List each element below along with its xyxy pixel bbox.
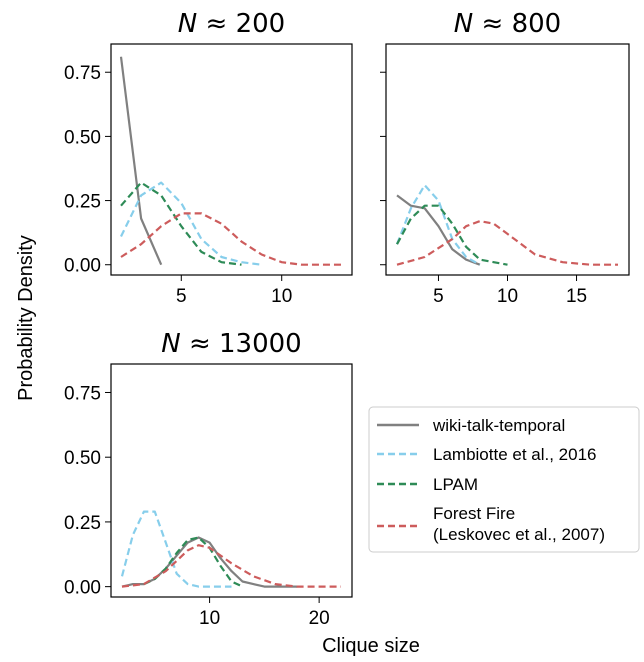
panel-title-var: N: [161, 329, 180, 359]
panel-1: N ≈ 200 0.00 0.25 0.50 0.75 5 10: [64, 9, 353, 307]
y-tick-label: 0.75: [64, 63, 101, 84]
series-line-3: [143, 536, 243, 588]
legend-label: wiki-talk-temporal: [432, 416, 565, 435]
series-line-1: [396, 194, 481, 266]
series-line-4: [121, 544, 341, 588]
panel-2: N ≈ 800 5 10 15: [380, 9, 630, 307]
panel-title-rest: ≈ 13000: [181, 329, 302, 359]
y-axis-label: Probability Density: [15, 235, 37, 401]
series-line-2: [395, 184, 481, 266]
panel-title-var: N: [178, 9, 197, 39]
series-line-1: [119, 56, 163, 266]
plot-frame: [385, 43, 630, 276]
x-tick-label: 15: [566, 286, 587, 307]
x-tick-label: 5: [433, 286, 444, 307]
y-tick-label: 0.50: [64, 448, 101, 469]
series-line-3: [396, 204, 508, 266]
panel-title: N ≈ 200: [178, 9, 285, 39]
series-line-4: [396, 220, 618, 266]
series-line-1: [121, 536, 298, 588]
panel-title-rest: ≈ 800: [473, 9, 561, 39]
plot-frame: [110, 363, 353, 598]
legend-label: LPAM: [433, 475, 478, 494]
panel-title-rest: ≈ 200: [197, 9, 285, 39]
legend-label: (Leskovec et al., 2007): [433, 525, 605, 544]
panel-title: N ≈ 800: [454, 9, 561, 39]
plot-frame: [110, 43, 353, 276]
legend: wiki-talk-temporal Lambiotte et al., 2016…: [368, 406, 640, 553]
x-tick-label: 20: [309, 608, 330, 629]
y-tick-label: 0.25: [64, 192, 101, 213]
x-tick-label: 5: [176, 286, 187, 307]
x-axis-label: Clique size: [322, 635, 420, 657]
legend-label: Forest Fire: [433, 504, 515, 523]
y-tick-label: 0.00: [64, 578, 101, 599]
series-line-2: [120, 510, 232, 588]
series-line-4: [120, 212, 342, 266]
panel-3: N ≈ 13000 0.00 0.25 0.50 0.75 10 20: [64, 329, 353, 629]
series-line-3: [120, 181, 242, 266]
y-tick-label: 0.25: [64, 513, 101, 534]
series-line-2: [120, 181, 262, 266]
panel-title: N ≈ 13000: [161, 329, 301, 359]
x-tick-label: 10: [497, 286, 518, 307]
legend-label: Lambiotte et al., 2016: [433, 445, 597, 464]
y-tick-label: 0.00: [64, 256, 101, 277]
x-tick-label: 10: [199, 608, 220, 629]
x-tick-label: 10: [271, 286, 292, 307]
y-tick-label: 0.50: [64, 127, 101, 148]
legend-box: [368, 406, 640, 553]
y-tick-label: 0.75: [64, 383, 101, 404]
panel-title-var: N: [454, 9, 473, 39]
